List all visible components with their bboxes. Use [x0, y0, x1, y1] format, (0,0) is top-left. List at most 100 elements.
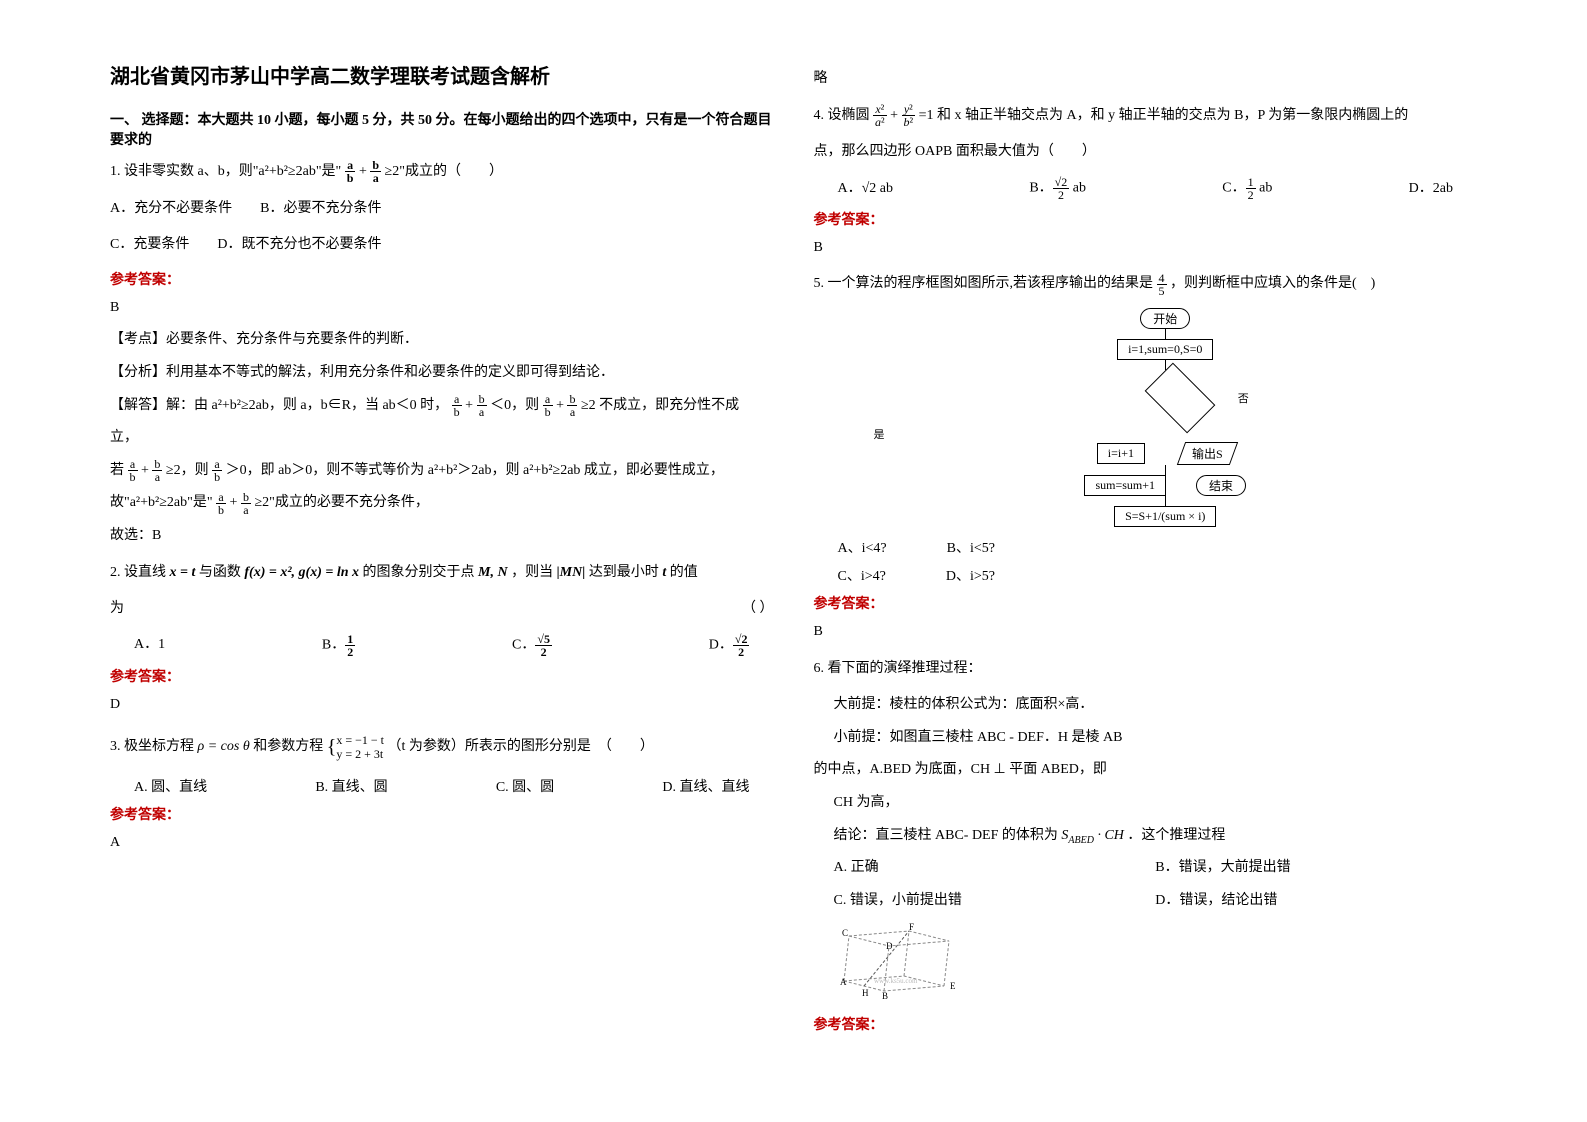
q2-stem-d: ，则当: [511, 565, 557, 580]
frac-b-a: ba: [370, 159, 381, 184]
q1-opt-a: A．充分不必要条件: [110, 201, 232, 216]
frac-a-b-4: ab: [128, 458, 138, 483]
fc-sum: sum=sum+1: [1084, 475, 1166, 496]
question-6-stem: 6. 看下面的演绎推理过程：: [814, 656, 1478, 683]
q3-opt-d: D. 直线、直线: [662, 776, 749, 796]
q2-tail: （ ）: [742, 596, 774, 623]
q1-solve3a: 若: [110, 463, 124, 478]
q5-options-row1: A、i<4? B、i<5?: [838, 537, 1478, 557]
q1-solve-4: 故"a²+b²≥2ab"是" ab + ba ≥2"成立的必要不充分条件，: [110, 490, 774, 517]
q4-options: A．√2 ab B．√22 ab C．12 ab D．2ab: [838, 176, 1454, 201]
q4-stem-c: 点，那么四边形 OAPB 面积最大值为（ ）: [814, 139, 1478, 166]
fc-output-s: 输出S: [1177, 442, 1238, 465]
q1-solve-3: 若 ab + ba ≥2，则 ab ＞0，即 ab＞0，则不等式等价为 a²+b…: [110, 458, 774, 485]
q1-analysis: 【分析】利用基本不等式的解法，利用充分条件和必要条件的定义即可得到结论．: [110, 360, 774, 387]
fc-s-update: S=S+1/(sum × i): [1114, 506, 1216, 527]
flowchart: 开始 i=1,sum=0,S=0 否 是 i=i+1 输出S sum=sum+1: [854, 308, 1478, 527]
page-title: 湖北省黄冈市茅山中学高二数学理联考试题含解析: [110, 60, 774, 89]
q5-answer-label: 参考答案：: [814, 593, 1478, 613]
q1-options-ab: A．充分不必要条件 B．必要不充分条件: [110, 196, 774, 223]
q1-solve1d: +: [556, 398, 567, 413]
q3-answer: A: [110, 830, 774, 857]
frac-4-5: 45: [1157, 272, 1167, 297]
q1-solve1a: 【解答】解：由 a²+b²≥2ab，则 a，b∈R，当 ab＜0 时，: [110, 398, 448, 413]
q2-stem-c: 的图象分别交于点: [363, 565, 479, 580]
svg-text:C: C: [842, 928, 848, 938]
q5-answer: B: [814, 619, 1478, 646]
q5-opt-c: C、i>4?: [838, 565, 886, 585]
q1-point: 【考点】必要条件、充分条件与充要条件的判断．: [110, 327, 774, 354]
q6-p2: 小前提：如图直三棱柱 ABC - DEF．H 是棱 AB: [834, 725, 1478, 752]
q6-opt-c: C. 错误，小前提出错: [834, 888, 1156, 915]
ellipse-frac-x: x²a²: [873, 103, 887, 128]
q2-options: A．1 B．12 C．√52 D．√22: [134, 633, 750, 658]
q1-stem-b: ≥2"成立的（ ）: [385, 164, 503, 179]
q3-opt-b: B. 直线、圆: [315, 776, 387, 796]
q1-solve4b: ≥2"成立的必要不充分条件，: [254, 495, 428, 510]
fc-start: 开始: [1140, 308, 1190, 329]
q3-stem-b: 和参数方程: [253, 740, 327, 755]
q1-solve4a: 故"a²+b²≥2ab"是": [110, 495, 213, 510]
left-column: 湖北省黄冈市茅山中学高二数学理联考试题含解析 一、 选择题：本大题共 10 小题…: [90, 60, 794, 1082]
q3-stem-a: 3. 极坐标方程: [110, 740, 198, 755]
q1-solve1c: ＜0，则: [490, 398, 539, 413]
q5-options-row2: C、i>4? D、i>5?: [838, 565, 1478, 585]
q2-stem-e: 达到最小时: [589, 565, 663, 580]
svg-text:D: D: [886, 941, 893, 951]
q1-solve3c: ＞0，即 ab＞0，则不等式等价为 a²+b²＞2ab，则 a²+b²≥2ab …: [226, 463, 724, 478]
q1-opt-b: B．必要不充分条件: [260, 201, 381, 216]
q6-opts-row2: C. 错误，小前提出错 D．错误，结论出错: [834, 888, 1478, 915]
frac-a-b-5: ab: [212, 458, 222, 483]
q1-solve-2: 立，: [110, 425, 774, 452]
q5-opt-d: D、i>5?: [946, 565, 995, 585]
q1-solve3b: ≥2，则: [166, 463, 209, 478]
q1-answer: B: [110, 295, 774, 322]
q2-stem-b: 与函数: [199, 565, 245, 580]
q3-opt-a: A. 圆、直线: [134, 776, 207, 796]
fc-yes-label: 是: [874, 426, 885, 442]
q4-stem-a: 4. 设椭圆: [814, 108, 874, 123]
q6-p5a: 结论：直三棱柱 ABC- DEF 的体积为: [834, 828, 1062, 843]
frac-a-b-3: ab: [543, 393, 553, 418]
q2-opt-b: B．12: [322, 633, 355, 658]
q1-opt-d: D．既不充分也不必要条件: [217, 237, 381, 252]
q1-stem-a: 1. 设非零实数 a、b，则"a²+b²≥2ab"是": [110, 164, 341, 179]
frac-a-b-6: ab: [216, 491, 226, 516]
q2-opt-c: C．√52: [512, 633, 552, 658]
q3-answer-label: 参考答案：: [110, 804, 774, 824]
q6-p4: CH 为高，: [834, 790, 1478, 817]
q1-options-cd: C．充要条件 D．既不充分也不必要条件: [110, 232, 774, 259]
q1-solve-5: 故选：B: [110, 523, 774, 550]
ellipse-frac-y: y²b²: [902, 103, 916, 128]
prism-svg: C F A B H D E www.ks5u.com: [834, 921, 964, 1001]
q2-opt-a: A．1: [134, 633, 165, 653]
right-column: 略 4. 设椭圆 x²a² + y²b² =1 和 x 轴正半轴交点为 A，和 …: [794, 60, 1498, 1082]
q3-opt-c: C. 圆、圆: [496, 776, 554, 796]
q1-answer-label: 参考答案：: [110, 269, 774, 289]
q5-opt-a: A、i<4?: [838, 537, 887, 557]
q3-param1: x = −1 − t: [336, 733, 384, 747]
q2-opt-d: D．√22: [709, 633, 750, 658]
q1-solve1e: ≥2 不成立，即充分性不成: [581, 398, 739, 413]
q5-stem-a: 5. 一个算法的程序框图如图所示,若该程序输出的结果是: [814, 276, 1157, 291]
svg-text:H: H: [862, 988, 869, 998]
q3-options: A. 圆、直线 B. 直线、圆 C. 圆、圆 D. 直线、直线: [134, 776, 750, 796]
svg-text:B: B: [882, 991, 888, 1001]
section-1-heading: 一、 选择题：本大题共 10 小题，每小题 5 分，共 50 分。在每小题给出的…: [110, 109, 774, 149]
q3-param2: y = 2 + 3t: [336, 747, 383, 761]
q4-stem-b: 和 x 轴正半轴交点为 A，和 y 轴正半轴的交点为 B，P 为第一象限内椭圆上…: [937, 108, 1408, 123]
q1-solve-1: 【解答】解：由 a²+b²≥2ab，则 a，b∈R，当 ab＜0 时， ab +…: [110, 393, 774, 420]
q4-opt-b: B．√22 ab: [1029, 176, 1086, 201]
q2-xeqt: x = t: [170, 565, 196, 580]
q1-solve1b: +: [465, 398, 476, 413]
frac-b-a-3: ba: [567, 393, 577, 418]
q4-opt-c: C．12 ab: [1222, 176, 1272, 201]
question-3: 3. 极坐标方程 ρ = cos θ 和参数方程 {x = −1 − ty = …: [110, 728, 774, 766]
prelim-text: 略: [814, 66, 1478, 93]
q6-opt-b: B．错误，大前提出错: [1155, 855, 1290, 882]
q2-fx: f(x) = x², g(x) = ln x: [244, 565, 359, 580]
q4-answer-label: 参考答案：: [814, 209, 1478, 229]
svg-text:E: E: [950, 981, 956, 991]
fc-i-inc: i=i+1: [1097, 443, 1145, 464]
q5-opt-b: B、i<5?: [947, 537, 995, 557]
